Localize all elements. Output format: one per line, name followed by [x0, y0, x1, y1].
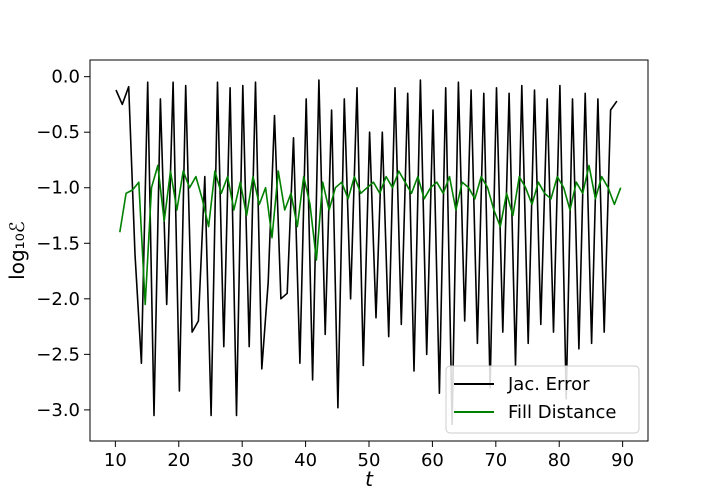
legend-label-fill-distance: Fill Distance — [508, 402, 616, 423]
x-tick-label: 20 — [167, 450, 190, 471]
y-tick-label: 0.0 — [51, 67, 80, 88]
y-tick-label: −3.0 — [36, 400, 80, 421]
y-tick-label: −2.5 — [36, 344, 80, 365]
x-tick-label: 80 — [548, 450, 571, 471]
legend-label-jac-error: Jac. Error — [507, 374, 590, 395]
y-tick-label: −2.0 — [36, 289, 80, 310]
legend: Jac. Error Fill Distance — [445, 365, 640, 434]
plot-frame — [89, 59, 649, 442]
x-tick-label: 60 — [421, 450, 444, 471]
x-tick-label: 90 — [611, 450, 634, 471]
series-line-jac-error — [115, 79, 618, 426]
x-tick-label: 10 — [104, 450, 127, 471]
x-tick-label: 50 — [358, 450, 381, 471]
x-tick-label: 70 — [484, 450, 507, 471]
series-layer — [115, 79, 622, 426]
y-axis-label: log₁₀ℰ — [5, 221, 29, 280]
x-tick-label: 40 — [294, 450, 317, 471]
series-line-fill-distance — [119, 164, 622, 306]
legend-box — [445, 365, 640, 434]
y-tick-label: −1.5 — [36, 233, 80, 254]
x-tick-label: 30 — [231, 450, 254, 471]
y-tick-label: −0.5 — [36, 122, 80, 143]
x-axis-label: t — [365, 467, 374, 491]
y-tick-label: −1.0 — [36, 178, 80, 199]
ticks-layer: 10 20 30 40 50 60 70 80 90 0.0 −0.5 −1.0 −1.5 −2.0 −2.… — [36, 67, 634, 471]
